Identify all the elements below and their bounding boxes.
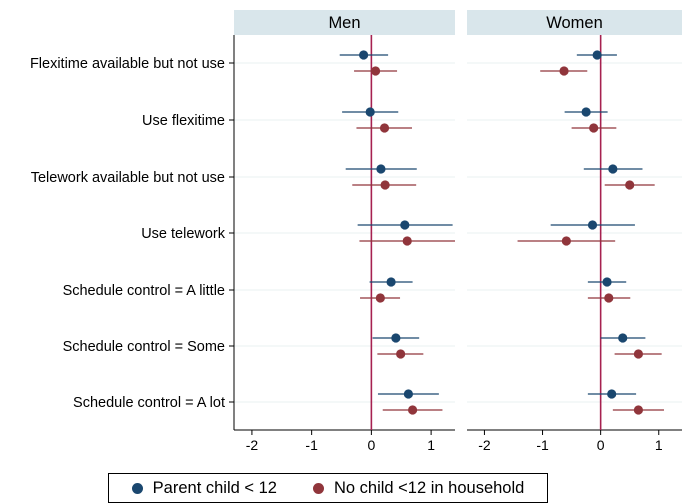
y-tick-label: Flexitime available but not use bbox=[30, 56, 225, 72]
point-parent bbox=[400, 220, 410, 230]
point-nochild bbox=[380, 180, 390, 190]
point-parent bbox=[607, 389, 617, 399]
panel-title-women: Women bbox=[546, 14, 603, 32]
y-tick-label: Schedule control = Some bbox=[63, 339, 225, 355]
point-parent bbox=[602, 277, 612, 287]
y-tick-label: Telework available but not use bbox=[31, 170, 225, 186]
point-nochild bbox=[370, 66, 381, 76]
point-nochild bbox=[396, 349, 406, 359]
y-tick-label: Schedule control = A lot bbox=[73, 395, 225, 411]
point-parent bbox=[403, 389, 414, 399]
legend-label-nochild: No child <12 in household bbox=[333, 478, 525, 497]
point-nochild bbox=[625, 180, 635, 190]
point-nochild bbox=[379, 123, 390, 133]
point-nochild bbox=[633, 405, 644, 415]
y-tick-label: Use flexitime bbox=[142, 113, 225, 129]
point-nochild bbox=[559, 66, 569, 76]
point-nochild bbox=[604, 293, 614, 303]
point-nochild bbox=[407, 405, 418, 415]
x-tick-label: -2 bbox=[246, 437, 259, 453]
x-tick-label: 1 bbox=[655, 437, 663, 453]
y-tick-label: Use telework bbox=[141, 226, 226, 242]
coefficient-chart: Men -2 -1 0 1 Flexitime available but not use… bbox=[30, 10, 682, 453]
x-tick-label: 0 bbox=[597, 437, 605, 453]
y-tick-label: Schedule control = A little bbox=[63, 283, 225, 299]
point-parent bbox=[391, 333, 401, 343]
point-nochild bbox=[561, 236, 571, 246]
point-parent bbox=[618, 333, 628, 343]
panel-women: Women -2 -1 0 1 bbox=[467, 10, 682, 453]
point-parent bbox=[386, 277, 396, 287]
point-parent bbox=[587, 220, 598, 230]
x-tick-label: -2 bbox=[478, 437, 491, 453]
point-parent bbox=[365, 107, 375, 117]
point-nochild bbox=[402, 236, 412, 246]
point-parent bbox=[359, 50, 369, 60]
x-tick-label: 0 bbox=[367, 437, 375, 453]
panel-title-men: Men bbox=[328, 14, 360, 32]
point-nochild bbox=[375, 293, 385, 303]
x-tick-label: 1 bbox=[427, 437, 435, 453]
legend-label-parent: Parent child < 12 bbox=[152, 478, 277, 497]
point-parent bbox=[592, 50, 602, 60]
panel-men: Men -2 -1 0 1 Flexitime available but not use… bbox=[30, 10, 455, 453]
point-nochild bbox=[589, 123, 599, 133]
point-nochild bbox=[633, 349, 644, 359]
x-tick-label: -1 bbox=[305, 437, 318, 453]
legend-item-nochild: No child <12 in household bbox=[312, 478, 525, 498]
panel-header-women bbox=[467, 10, 682, 35]
point-parent bbox=[581, 107, 591, 117]
point-parent bbox=[376, 164, 386, 174]
x-tick-label: -1 bbox=[536, 437, 549, 453]
legend-marker-parent bbox=[131, 482, 143, 494]
legend: Parent child < 12 No child <12 in househ… bbox=[108, 473, 548, 503]
legend-item-parent: Parent child < 12 bbox=[131, 478, 277, 498]
legend-marker-nochild bbox=[312, 482, 324, 494]
panel-header-men bbox=[234, 10, 455, 35]
point-parent bbox=[608, 164, 618, 174]
